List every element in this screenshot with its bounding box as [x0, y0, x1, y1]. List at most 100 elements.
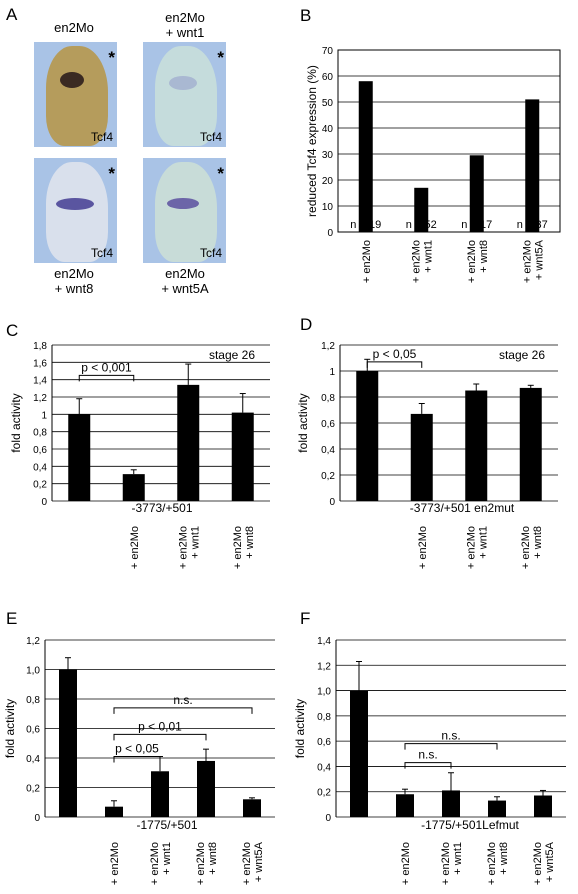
bar-b	[358, 81, 373, 232]
category-label-e: + wnt1	[161, 842, 173, 875]
category-label-b: + wnt8	[478, 240, 490, 273]
category-label-b: + en2Mo	[521, 240, 533, 283]
category-label-e: + wnt5A	[253, 841, 265, 882]
y-tick-label-d: 1	[329, 367, 335, 378]
stage-label-c: stage 26	[209, 348, 255, 362]
n-label-b: n = 17	[461, 219, 492, 231]
plot-frame-b	[337, 49, 561, 233]
category-label-c: + en2Mo	[177, 526, 189, 569]
category-label-c: + en2Mo	[129, 526, 141, 569]
image-caption-4-line-2: + wnt5A	[161, 281, 209, 296]
panel-letter-f: F	[300, 609, 310, 628]
construct-label-d: -3773/+501 en2mut	[410, 501, 515, 515]
category-label-d: + en2Mo	[465, 526, 477, 569]
category-label-c: + wnt1	[189, 526, 201, 559]
y-tick-label-c: 0,6	[33, 445, 47, 456]
significance-bracket-e	[113, 707, 253, 714]
y-tick-label-e: 1,0	[26, 666, 40, 677]
bar-f	[442, 790, 460, 817]
panel-letter-b: B	[300, 6, 311, 25]
n-label-b: n = 19	[350, 219, 381, 231]
significance-bracket-f	[404, 743, 498, 750]
category-label-c: + en2Mo	[232, 526, 244, 569]
y-tick-label-b: 30	[322, 150, 334, 161]
y-tick-label-f: 0,8	[317, 712, 331, 723]
panel-letter-c: C	[6, 321, 18, 340]
category-label-b: + en2Mo	[466, 240, 478, 283]
y-tick-label-c: 0,2	[33, 480, 47, 491]
y-tick-label-f: 1,0	[317, 687, 331, 698]
bar-f	[396, 794, 414, 817]
image-caption-3: en2Mo + wnt8	[14, 266, 134, 296]
category-label-e: + en2Mo	[149, 842, 161, 885]
category-label-c: + wnt8	[244, 526, 256, 559]
stain-spot	[56, 198, 94, 210]
image-caption-4: en2Mo + wnt5A	[125, 266, 245, 296]
y-tick-label-b: 20	[322, 176, 334, 187]
category-label-f: + wnt5A	[544, 841, 556, 882]
y-tick-label-b: 40	[322, 124, 334, 135]
y-tick-label-d: 1,2	[321, 341, 335, 352]
y-tick-label-b: 50	[322, 98, 334, 109]
bar-d	[519, 387, 542, 501]
construct-label-e: -1775/+501	[136, 818, 197, 832]
significance-label-f: n.s.	[418, 748, 437, 762]
asterisk-mark: *	[217, 48, 224, 67]
category-label-d: + en2Mo	[417, 526, 429, 569]
asterisk-mark: *	[217, 164, 224, 183]
category-label-d: + wnt1	[477, 526, 489, 559]
significance-label-e: n.s.	[173, 693, 192, 707]
asterisk-mark: *	[108, 48, 115, 67]
y-tick-label-c: 0	[41, 497, 47, 508]
bar-b	[525, 99, 540, 233]
image-caption-3-line-1: en2Mo	[54, 266, 94, 281]
category-label-e: + en2Mo	[241, 842, 253, 885]
category-label-b: + en2Mo	[410, 240, 422, 283]
bar-b	[469, 155, 484, 232]
bar-d	[410, 413, 433, 501]
bar-b	[414, 187, 429, 232]
embryo-image-en2mo-wnt8: * Tcf4	[34, 158, 117, 263]
embryo-shape	[46, 46, 108, 146]
image-caption-2-line-2: + wnt1	[165, 25, 205, 40]
significance-bracket-e	[113, 733, 207, 741]
y-tick-label-e: 0,4	[26, 754, 40, 765]
bar-c	[68, 414, 91, 501]
embryo-image-en2mo-wnt5a: * Tcf4	[143, 158, 226, 263]
y-tick-label-b: 10	[322, 202, 334, 213]
y-tick-label-d: 0,2	[321, 471, 335, 482]
y-tick-label-f: 0	[325, 813, 331, 824]
y-axis-label-b: reduced Tcf4 expression (%)	[305, 65, 319, 217]
bar-c	[231, 412, 254, 501]
category-label-e: + wnt8	[207, 842, 219, 875]
y-tick-label-d: 0,6	[321, 419, 335, 430]
significance-label-f: n.s.	[441, 729, 460, 743]
y-tick-label-f: 1,2	[317, 661, 331, 672]
embryo-shape	[155, 162, 217, 262]
bar-e	[59, 669, 77, 817]
category-label-e: + en2Mo	[109, 842, 121, 885]
significance-bracket-f	[404, 762, 452, 769]
embryo-image-en2mo: * Tcf4	[34, 42, 117, 147]
y-tick-label-d: 0	[329, 497, 335, 508]
y-tick-label-c: 1	[41, 410, 47, 421]
category-label-f: + en2Mo	[440, 842, 452, 885]
significance-bracket-c	[78, 374, 135, 382]
y-tick-label-e: 0,8	[26, 695, 40, 706]
y-tick-label-c: 0,4	[33, 462, 47, 473]
category-label-b: + wnt5A	[533, 239, 545, 280]
bar-f	[488, 800, 506, 817]
construct-label-f: -1775/+501Lefmut	[421, 818, 519, 832]
category-label-e: + en2Mo	[195, 842, 207, 885]
image-label: Tcf4	[199, 246, 222, 260]
image-label: Tcf4	[90, 246, 113, 260]
y-tick-label-c: 0,8	[33, 428, 47, 439]
image-caption-2-line-1: en2Mo	[165, 10, 205, 25]
image-caption-4-line-1: en2Mo	[165, 266, 205, 281]
category-label-b: + en2Mo	[361, 240, 373, 283]
bar-f	[350, 690, 368, 817]
y-tick-label-d: 0,4	[321, 445, 335, 456]
category-label-b: + wnt1	[422, 240, 434, 273]
significance-label-e: p < 0,01	[138, 719, 182, 733]
